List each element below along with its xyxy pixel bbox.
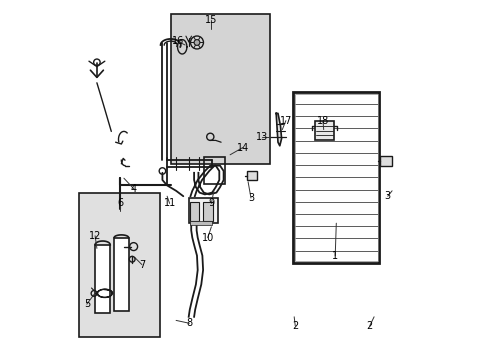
- Bar: [292, 92, 379, 263]
- Bar: [79, 193, 160, 337]
- Bar: [170, 14, 269, 164]
- Bar: [294, 94, 377, 261]
- Text: 15: 15: [205, 15, 217, 25]
- Text: 7: 7: [139, 260, 145, 270]
- Text: 12: 12: [89, 231, 101, 241]
- Bar: [95, 245, 110, 313]
- Text: 16: 16: [171, 36, 183, 46]
- Bar: [314, 121, 334, 140]
- Text: 14: 14: [236, 143, 248, 153]
- Circle shape: [194, 40, 200, 45]
- Bar: [380, 156, 391, 166]
- Polygon shape: [276, 113, 281, 146]
- Bar: [190, 202, 199, 221]
- Bar: [203, 202, 213, 221]
- Text: 11: 11: [163, 198, 175, 208]
- Text: 5: 5: [83, 299, 90, 309]
- Bar: [247, 171, 257, 180]
- Text: 13: 13: [255, 132, 267, 142]
- Text: 2: 2: [366, 321, 372, 331]
- Bar: [204, 157, 224, 184]
- Text: 6: 6: [117, 198, 123, 208]
- Text: 4: 4: [131, 184, 137, 194]
- Text: 2: 2: [291, 321, 298, 331]
- Text: 3: 3: [384, 191, 390, 201]
- Text: 17: 17: [279, 116, 291, 126]
- Text: 9: 9: [208, 198, 214, 208]
- Bar: [190, 221, 212, 225]
- Bar: [188, 198, 217, 223]
- Text: 8: 8: [186, 318, 192, 328]
- Bar: [114, 238, 128, 311]
- Text: 1: 1: [331, 251, 338, 261]
- Text: 3: 3: [247, 193, 254, 203]
- Text: 10: 10: [201, 233, 213, 243]
- Text: 18: 18: [316, 116, 328, 126]
